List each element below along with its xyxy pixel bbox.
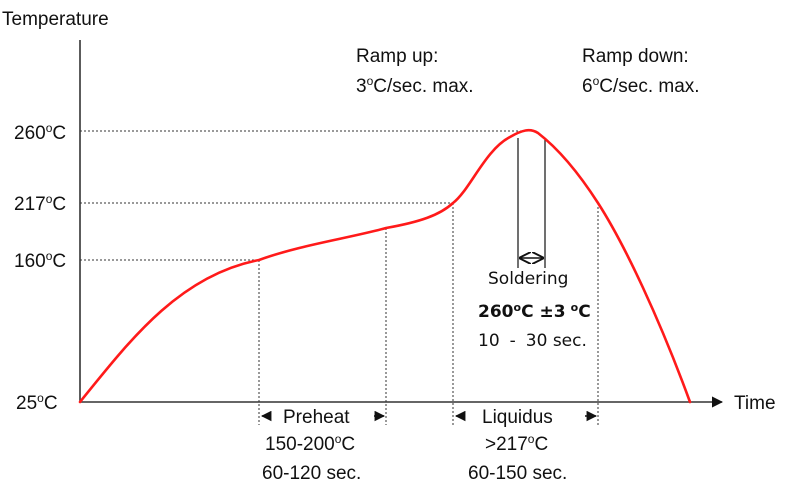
ramp-down-rate: 6oC/sec. max.	[582, 74, 700, 97]
ramp-down-title: Ramp down:	[582, 46, 689, 67]
preheat-temp: 150-200oC	[265, 432, 355, 455]
ramp-up-title: Ramp up:	[356, 46, 438, 67]
soldering-label: Soldering	[488, 269, 568, 289]
y-axis-title: Temperature	[2, 9, 109, 30]
x-axis-title: Time	[734, 393, 776, 414]
preheat-time: 60-120 sec.	[262, 463, 361, 484]
soldering-time: 10-30 sec.	[478, 331, 587, 351]
y-tick-217: 217oC	[14, 192, 66, 215]
liquidus-time: 60-150 sec.	[468, 463, 567, 484]
y-tick-25: 25oC	[16, 391, 58, 414]
liquidus-label: Liquidus	[482, 407, 553, 428]
soldering-temp: 260oC ±3 oC	[478, 301, 591, 322]
y-tick-260: 260oC	[14, 121, 66, 144]
preheat-label: Preheat	[283, 407, 350, 428]
liquidus-temp: >217oC	[485, 432, 548, 455]
reflow-curve	[80, 130, 690, 402]
y-tick-160: 160oC	[14, 249, 66, 272]
ramp-up-rate: 3oC/sec. max.	[356, 74, 474, 97]
